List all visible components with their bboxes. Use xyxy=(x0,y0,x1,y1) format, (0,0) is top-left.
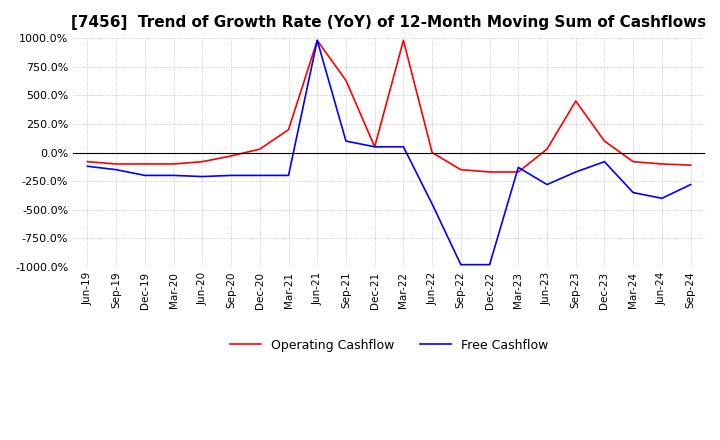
Free Cashflow xyxy=(600,159,609,164)
Operating Cashflow xyxy=(83,159,91,164)
Operating Cashflow xyxy=(456,167,465,172)
Free Cashflow xyxy=(686,182,695,187)
Free Cashflow xyxy=(428,202,436,207)
Operating Cashflow xyxy=(600,139,609,144)
Line: Free Cashflow: Free Cashflow xyxy=(87,40,690,265)
Legend: Operating Cashflow, Free Cashflow: Operating Cashflow, Free Cashflow xyxy=(225,334,553,357)
Free Cashflow xyxy=(370,144,379,150)
Free Cashflow xyxy=(399,144,408,150)
Operating Cashflow xyxy=(485,169,494,175)
Operating Cashflow xyxy=(657,161,666,167)
Operating Cashflow xyxy=(256,147,264,152)
Free Cashflow xyxy=(83,164,91,169)
Free Cashflow xyxy=(198,174,207,179)
Operating Cashflow xyxy=(428,150,436,155)
Free Cashflow xyxy=(456,262,465,268)
Operating Cashflow xyxy=(112,161,120,167)
Line: Operating Cashflow: Operating Cashflow xyxy=(87,40,690,172)
Operating Cashflow xyxy=(572,99,580,104)
Free Cashflow xyxy=(140,173,149,178)
Free Cashflow xyxy=(342,139,351,144)
Operating Cashflow xyxy=(313,38,322,43)
Free Cashflow xyxy=(112,167,120,172)
Operating Cashflow xyxy=(514,169,523,175)
Operating Cashflow xyxy=(399,38,408,43)
Free Cashflow xyxy=(169,173,178,178)
Free Cashflow xyxy=(572,169,580,175)
Operating Cashflow xyxy=(227,153,235,158)
Operating Cashflow xyxy=(686,162,695,168)
Free Cashflow xyxy=(256,173,264,178)
Operating Cashflow xyxy=(629,159,637,164)
Free Cashflow xyxy=(284,173,293,178)
Operating Cashflow xyxy=(198,159,207,164)
Operating Cashflow xyxy=(140,161,149,167)
Operating Cashflow xyxy=(284,127,293,132)
Free Cashflow xyxy=(543,182,552,187)
Operating Cashflow xyxy=(370,144,379,150)
Free Cashflow xyxy=(514,165,523,170)
Title: [7456]  Trend of Growth Rate (YoY) of 12-Month Moving Sum of Cashflows: [7456] Trend of Growth Rate (YoY) of 12-… xyxy=(71,15,707,30)
Free Cashflow xyxy=(227,173,235,178)
Free Cashflow xyxy=(485,262,494,268)
Free Cashflow xyxy=(313,38,322,43)
Operating Cashflow xyxy=(342,78,351,83)
Free Cashflow xyxy=(657,196,666,201)
Free Cashflow xyxy=(629,190,637,195)
Operating Cashflow xyxy=(169,161,178,167)
Operating Cashflow xyxy=(543,147,552,152)
